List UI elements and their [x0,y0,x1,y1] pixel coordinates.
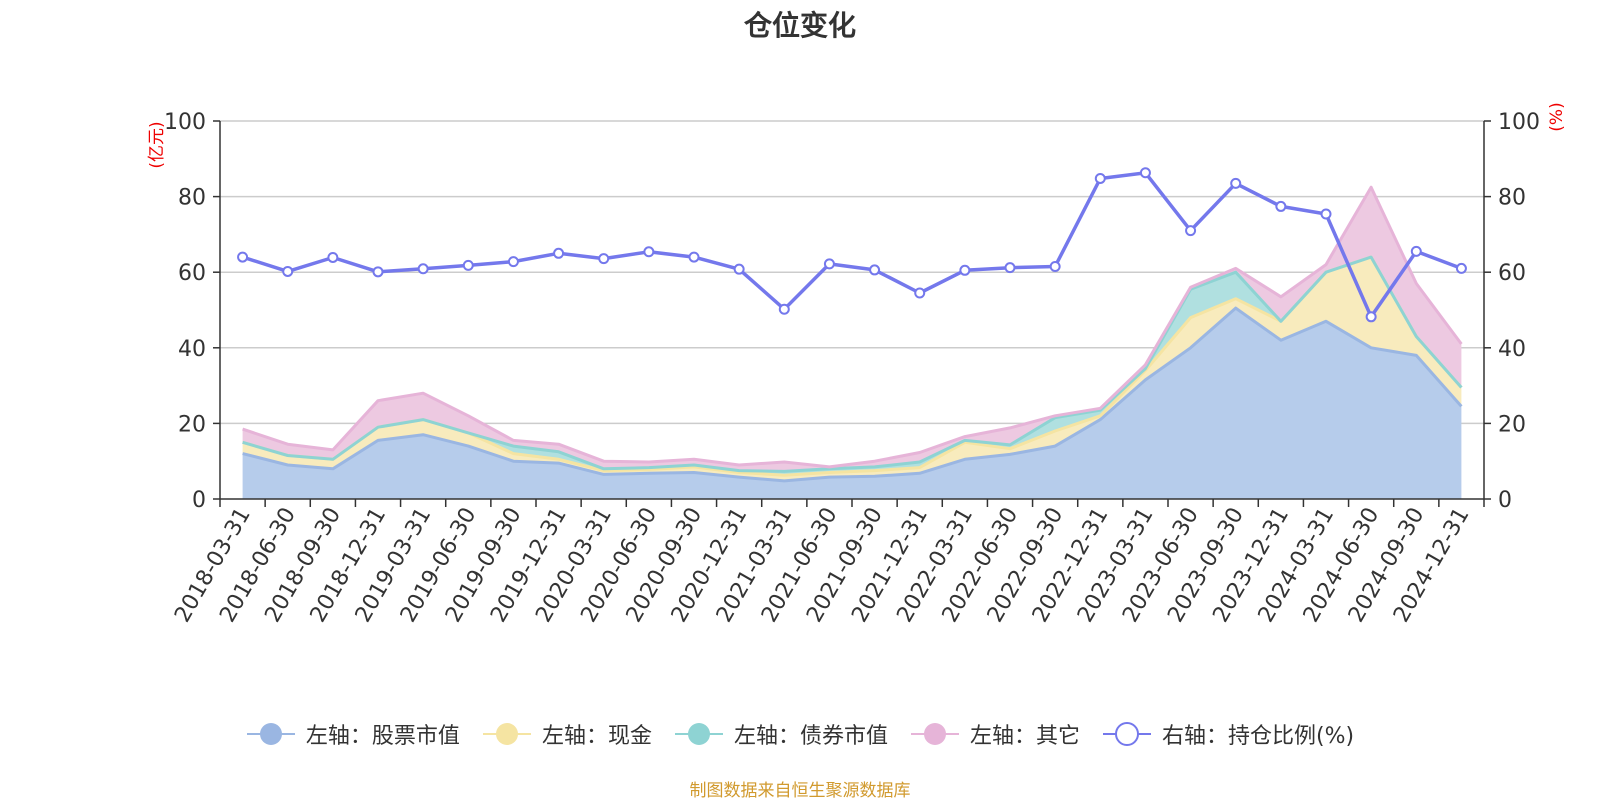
source-note: 制图数据来自恒生聚源数据库 [689,781,911,801]
right-tick-label: 0 [1498,488,1512,513]
ratio-point [1320,208,1332,220]
legend-item[interactable]: 右轴：持仓比例(%) [1102,718,1354,750]
ratio-point [237,251,249,263]
legend: 左轴：股票市值 左轴：现金 左轴：债券市值 左轴：其它 右轴：持仓比例(%) [0,718,1600,750]
ratio-point [507,256,519,268]
ratio-point [1410,245,1422,257]
legend-item[interactable]: 左轴：股票市值 [246,718,460,750]
chart-title: 仓位变化 [743,9,856,42]
legend-swatch [1102,722,1151,746]
legend-label: 左轴：股票市值 [305,724,460,749]
right-tick-label: 60 [1498,261,1526,286]
legend-item[interactable]: 左轴：现金 [482,718,652,750]
right-tick-label: 80 [1498,186,1526,211]
right-tick-label: 100 [1498,110,1540,135]
ratio-point [417,263,429,275]
ratio-point [959,264,971,276]
legend-item[interactable]: 左轴：其它 [910,718,1080,750]
ratio-point [869,264,881,276]
ratio-point [462,259,474,271]
right-axis-unit-label: (%) [1547,102,1567,131]
right-tick-label: 20 [1498,412,1526,437]
ratio-point [688,251,700,263]
ratio-point [1455,262,1467,274]
ratio-point [1185,225,1197,237]
area-line-series-4 [242,185,1463,469]
left-tick-label: 80 [178,186,206,211]
ratio-point [733,263,745,275]
legend-label: 左轴：债券市值 [733,724,888,749]
ratio-point [823,258,835,270]
legend-swatch [246,723,295,745]
ratio-point [1230,177,1242,189]
ratio-point [914,287,926,299]
ratio-point [598,253,610,265]
ratio-point [1365,311,1377,323]
ratio-line [242,171,1463,319]
area-series-1 [242,308,1462,499]
ratio-point [553,247,565,259]
legend-item[interactable]: 左轴：债券市值 [674,718,888,750]
left-tick-label: 20 [178,412,206,437]
ratio-point [1004,262,1016,274]
legend-label: 左轴：现金 [541,724,652,749]
area-line-series-1 [242,306,1463,483]
legend-swatch [482,723,531,745]
ratio-point [282,265,294,277]
left-tick-label: 40 [178,337,206,362]
ratio-point [1275,200,1287,212]
left-tick-label: 0 [192,488,206,513]
legend-label: 左轴：其它 [969,724,1080,749]
ratio-point [1049,261,1061,273]
right-tick-label: 40 [1498,337,1526,362]
ratio-point [1094,172,1106,184]
left-tick-label: 60 [178,261,206,286]
legend-label: 右轴：持仓比例(%) [1161,724,1355,749]
legend-swatch [674,723,723,745]
left-tick-label: 100 [164,110,206,135]
area-line-series-3 [242,255,1463,473]
legend-swatch [910,723,959,745]
ratio-point [1139,167,1151,179]
ratio-point [372,266,384,278]
left-axis-unit-label: (亿元) [147,121,167,168]
ratio-point [643,246,655,258]
ratio-point [327,251,339,263]
area-series-2 [242,257,1462,481]
ratio-point [778,303,790,315]
